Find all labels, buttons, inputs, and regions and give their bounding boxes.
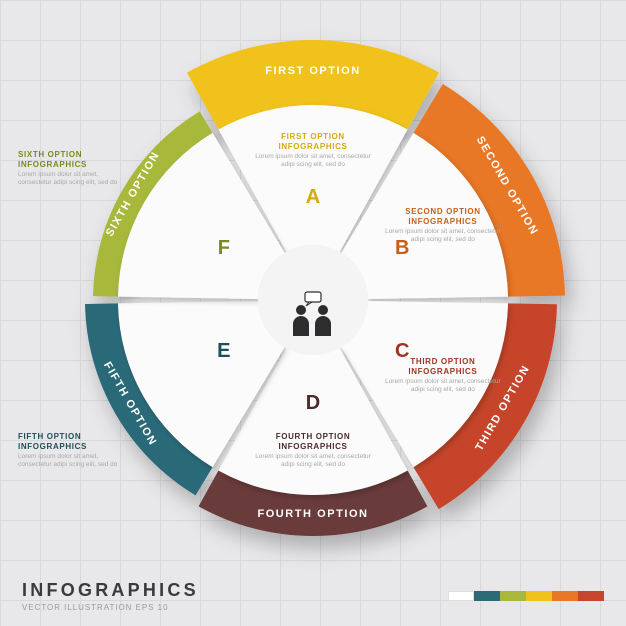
- swatch-0: [448, 591, 474, 601]
- footer: INFOGRAPHICS VECTOR ILLUSTRATION EPS 10: [0, 580, 626, 612]
- footer-subtitle: VECTOR ILLUSTRATION EPS 10: [22, 603, 199, 612]
- swatch-3: [526, 591, 552, 601]
- radial-chart: [0, 0, 626, 626]
- center-hole: [258, 245, 368, 355]
- swatch-4: [552, 591, 578, 601]
- swatch-2: [500, 591, 526, 601]
- infographic-stage: INFOGRAPHICS VECTOR ILLUSTRATION EPS 10 …: [0, 0, 626, 626]
- footer-title: INFOGRAPHICS: [22, 580, 199, 601]
- color-swatches: [448, 591, 604, 601]
- swatch-5: [578, 591, 604, 601]
- swatch-1: [474, 591, 500, 601]
